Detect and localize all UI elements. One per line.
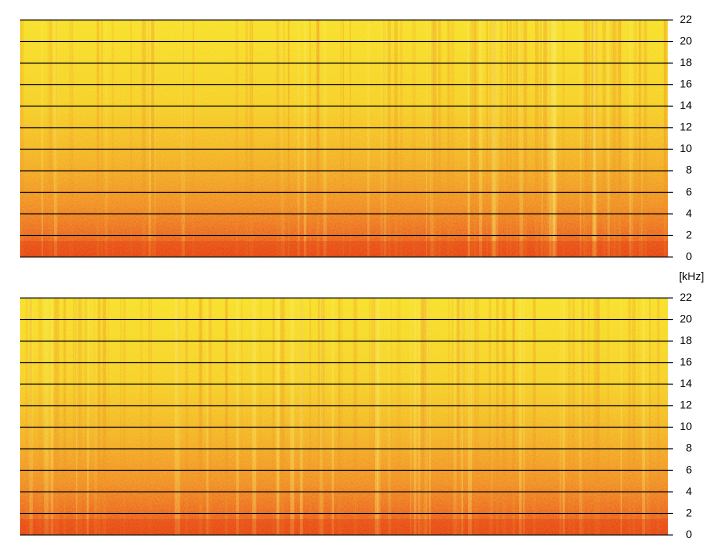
spectrogram-lowband — [20, 519, 668, 535]
y-tick-label: 10 — [680, 421, 692, 433]
y-tick-label: 22 — [680, 14, 692, 26]
y-tick-label: 6 — [686, 186, 692, 198]
y-tick-label: 22 — [680, 292, 692, 304]
y-tick-label: 4 — [686, 208, 692, 220]
y-tick-label: 16 — [680, 79, 692, 91]
y-tick-label: 2 — [686, 229, 692, 241]
y-tick-label: 10 — [680, 143, 692, 155]
y-tick-label: 0 — [686, 529, 692, 541]
y-tick-label: 14 — [680, 378, 692, 390]
y-tick-label: 12 — [680, 400, 692, 412]
spectrogram-noise — [20, 298, 668, 535]
y-tick-label: 18 — [680, 57, 692, 69]
y-tick-label: 20 — [680, 313, 692, 325]
y-tick-label: 18 — [680, 335, 692, 347]
spectrogram-noise — [20, 20, 668, 257]
y-tick-label: 2 — [686, 507, 692, 519]
y-tick-label: 20 — [680, 35, 692, 47]
spectrogram-texture — [20, 298, 668, 535]
y-tick-label: 4 — [686, 486, 692, 498]
y-tick-label: 16 — [680, 357, 692, 369]
y-tick-label: 8 — [686, 165, 692, 177]
y-tick-label: 6 — [686, 464, 692, 476]
y-tick-label: 14 — [680, 100, 692, 112]
spectrogram-lowband — [20, 241, 668, 257]
y-tick-label: 0 — [686, 251, 692, 263]
spectrogram-texture — [20, 20, 668, 257]
y-tick-label: 12 — [680, 122, 692, 134]
y-tick-label: 8 — [686, 443, 692, 455]
y-axis-unit: [kHz] — [679, 271, 704, 283]
